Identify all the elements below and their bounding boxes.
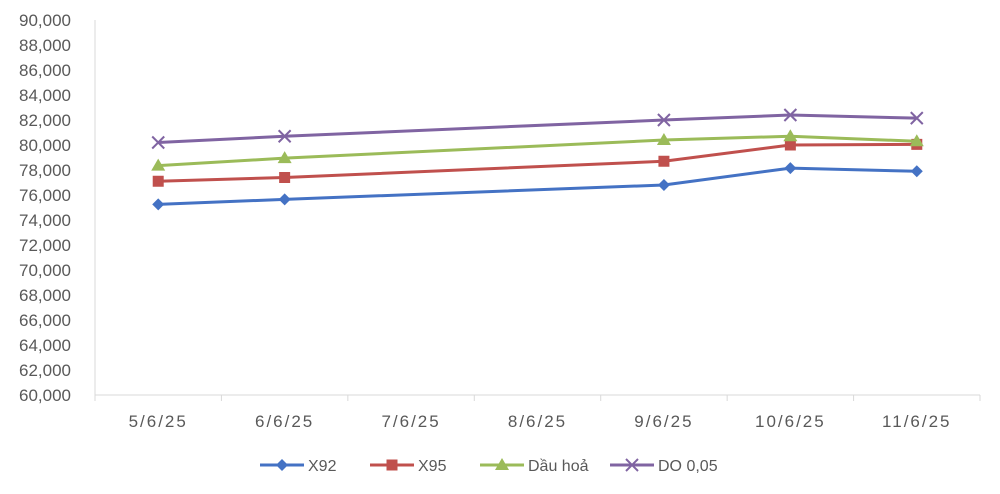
series-line — [158, 134, 917, 168]
y-tick-label: 74,000 — [19, 211, 71, 230]
series-0 — [152, 162, 923, 211]
legend-item: DO 0,05 — [610, 458, 718, 475]
data-point — [909, 134, 924, 147]
data-point — [784, 139, 796, 151]
y-tick-label: 84,000 — [19, 86, 71, 105]
y-axis: 60,000 62,000 64,000 66,000 68,000 70,000 72,0… — [19, 11, 96, 405]
x-tick-label: 11/6/25 — [882, 412, 951, 431]
legend-marker — [625, 458, 639, 472]
data-point — [656, 133, 671, 145]
y-tick-label: 78,000 — [19, 161, 71, 180]
data-point — [658, 155, 670, 167]
data-point — [910, 111, 924, 125]
data-point — [152, 198, 165, 211]
data-point — [910, 165, 923, 178]
y-tick-label: 82,000 — [19, 111, 71, 130]
series-3 — [151, 108, 924, 150]
y-tick-label: 62,000 — [19, 361, 71, 380]
data-point — [657, 113, 671, 127]
y-tick-label: 60,000 — [19, 386, 71, 405]
y-tick-label: 90,000 — [19, 11, 71, 30]
data-point — [279, 172, 291, 183]
y-tick-label: 70,000 — [19, 261, 71, 280]
y-tick-label: 80,000 — [19, 136, 71, 155]
x-tick-label: 7/6/25 — [381, 412, 440, 431]
legend-item: X92 — [260, 458, 337, 475]
y-tick-label: 76,000 — [19, 186, 71, 205]
x-tick-label: 9/6/25 — [634, 412, 693, 431]
data-point — [783, 129, 798, 142]
data-point — [657, 179, 670, 191]
data-point — [278, 193, 291, 206]
legend-label: Dầu hoả — [528, 458, 589, 475]
series-line — [158, 142, 917, 183]
data-point — [151, 158, 166, 171]
series-2 — [151, 129, 924, 171]
legend: X92 X95 Dầu hoả DO 0,05 — [260, 458, 718, 475]
series-layer — [151, 108, 924, 211]
data-point — [277, 129, 292, 143]
y-tick-label: 66,000 — [19, 311, 71, 330]
x-axis: 5/6/25 6/6/25 7/6/25 8/6/25 9/6/25 10/6/25 11/… — [94, 394, 981, 431]
data-point — [151, 135, 165, 150]
legend-item: Dầu hoả — [480, 458, 589, 475]
y-tick-label: 72,000 — [19, 236, 71, 255]
legend-label: X92 — [308, 458, 337, 475]
x-tick-label: 6/6/25 — [255, 412, 314, 431]
legend-item: X95 — [370, 458, 447, 475]
x-tick-label: 10/6/25 — [755, 412, 826, 431]
legend-label: X95 — [418, 458, 447, 475]
legend-marker — [386, 459, 398, 471]
x-tick-label: 8/6/25 — [508, 412, 567, 431]
legend-marker — [495, 458, 509, 470]
series-line — [158, 166, 917, 206]
data-point — [783, 108, 798, 122]
data-point — [784, 162, 797, 175]
legend-label: DO 0,05 — [658, 458, 718, 475]
y-tick-label: 86,000 — [19, 61, 71, 80]
legend-marker — [276, 459, 288, 471]
y-tick-label: 68,000 — [19, 286, 71, 305]
y-tick-label: 88,000 — [19, 36, 71, 55]
data-point — [277, 151, 292, 164]
x-tick-label: 5/6/25 — [129, 412, 188, 431]
data-point — [152, 175, 164, 187]
y-tick-label: 64,000 — [19, 336, 71, 355]
series-line — [158, 113, 917, 144]
